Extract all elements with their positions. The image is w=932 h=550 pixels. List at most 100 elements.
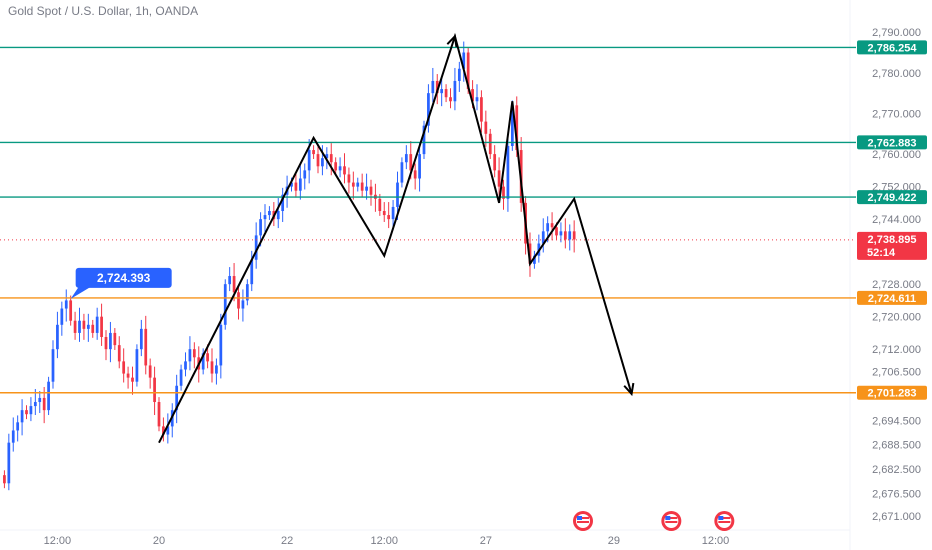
candle-body <box>365 186 368 191</box>
us-flag-stripe <box>577 521 589 523</box>
candle-body <box>457 68 461 81</box>
candle-body <box>69 300 73 321</box>
candle-body <box>259 219 262 236</box>
candle-body <box>64 300 68 309</box>
candle-body <box>480 97 483 122</box>
y-tick-label: 2,694.500 <box>872 415 921 427</box>
y-tick-label: 2,682.500 <box>872 464 921 476</box>
candle-body <box>162 426 165 435</box>
y-tick-label: 2,712.000 <box>872 344 921 356</box>
candle-body <box>338 166 342 171</box>
candle-body <box>471 89 474 102</box>
x-tick-label: 12:00 <box>702 535 730 547</box>
candle-body <box>387 215 391 220</box>
candle-body <box>237 292 240 309</box>
candle-body <box>497 170 501 187</box>
candle-body <box>307 150 311 171</box>
price-callout <box>75 267 172 288</box>
candle-body <box>528 243 532 264</box>
us-flag-canton <box>718 516 724 520</box>
candle-body <box>7 442 11 484</box>
callout-label: 2,724.393 <box>97 271 151 285</box>
countdown-label: 52:14 <box>867 247 896 259</box>
target-arrowhead <box>623 382 635 397</box>
candle-body <box>568 231 572 240</box>
candle-body <box>431 80 435 94</box>
candle-body <box>541 231 545 244</box>
candle-body <box>550 223 554 228</box>
candle-body <box>82 320 86 329</box>
x-tick-label: 27 <box>480 535 492 547</box>
candle-body <box>555 227 558 236</box>
y-tick-label: 2,676.500 <box>872 488 921 500</box>
candle-body <box>418 154 421 179</box>
candle-body <box>351 182 355 187</box>
candle-body <box>51 349 55 382</box>
candle-body <box>11 430 15 443</box>
candle-body <box>16 422 20 431</box>
candle-body <box>157 402 161 427</box>
candle-body <box>250 259 254 285</box>
candle-body <box>347 174 351 183</box>
level-price-tag <box>857 290 927 305</box>
y-tick-label: 2,728.000 <box>872 279 921 291</box>
candle-body <box>572 231 576 240</box>
candle-body <box>139 328 143 350</box>
candle-body <box>356 182 360 187</box>
candle-body <box>475 97 479 102</box>
candle-body <box>144 328 148 366</box>
y-tick-label: 2,744.000 <box>872 214 921 226</box>
candle-body <box>294 182 298 191</box>
candle-body <box>506 145 510 199</box>
candle-body <box>413 170 417 179</box>
candle-body <box>290 182 293 187</box>
us-flag-canton <box>577 516 582 520</box>
candle-body <box>427 93 430 126</box>
level-price-label: 2,762.883 <box>868 137 917 149</box>
us-flag-stripe <box>665 517 678 519</box>
candle-body <box>325 154 329 159</box>
level-price-label: 2,724.611 <box>868 293 916 305</box>
level-price-label: 2,749.422 <box>868 192 917 204</box>
candle-body <box>466 52 470 90</box>
peak-arrowhead <box>446 34 458 48</box>
candle-body <box>122 361 126 374</box>
candle-body <box>382 211 386 216</box>
candle-body <box>184 361 187 370</box>
candle-body <box>378 198 382 212</box>
candle-body <box>29 406 33 415</box>
candle-body <box>192 349 196 358</box>
level-price-tag <box>857 40 927 55</box>
candle-body <box>404 154 408 163</box>
candle-body <box>241 300 245 309</box>
candle-body <box>502 186 505 199</box>
level-price-label: 2,701.283 <box>868 388 917 400</box>
candle-body <box>321 158 324 167</box>
candle-body <box>462 52 466 69</box>
us-flag-canton <box>665 516 671 520</box>
pattern-line <box>158 32 633 444</box>
candle-body <box>38 397 42 403</box>
candle-body <box>166 426 170 435</box>
candle-body <box>546 223 550 232</box>
candle-body <box>148 365 152 378</box>
y-tick-label: 2,720.000 <box>872 312 921 324</box>
callout-pointer <box>70 286 91 299</box>
level-price-tag <box>857 135 927 150</box>
us-flag-stripe <box>718 517 731 519</box>
candle-body <box>100 316 103 337</box>
candle-body <box>228 276 232 285</box>
y-tick-label: 2,770.000 <box>872 108 921 120</box>
candle-body <box>3 475 6 484</box>
candle-body <box>42 397 46 411</box>
y-tick-label: 2,790.000 <box>872 27 921 39</box>
level-price-tag <box>857 385 927 400</box>
candle-body <box>453 80 457 102</box>
candle-body <box>334 162 338 171</box>
candle-body <box>391 206 395 220</box>
x-tick-label: 12:00 <box>370 535 398 547</box>
x-tick-label: 29 <box>608 535 620 547</box>
candle-body <box>117 345 121 362</box>
candle-body <box>206 353 209 362</box>
